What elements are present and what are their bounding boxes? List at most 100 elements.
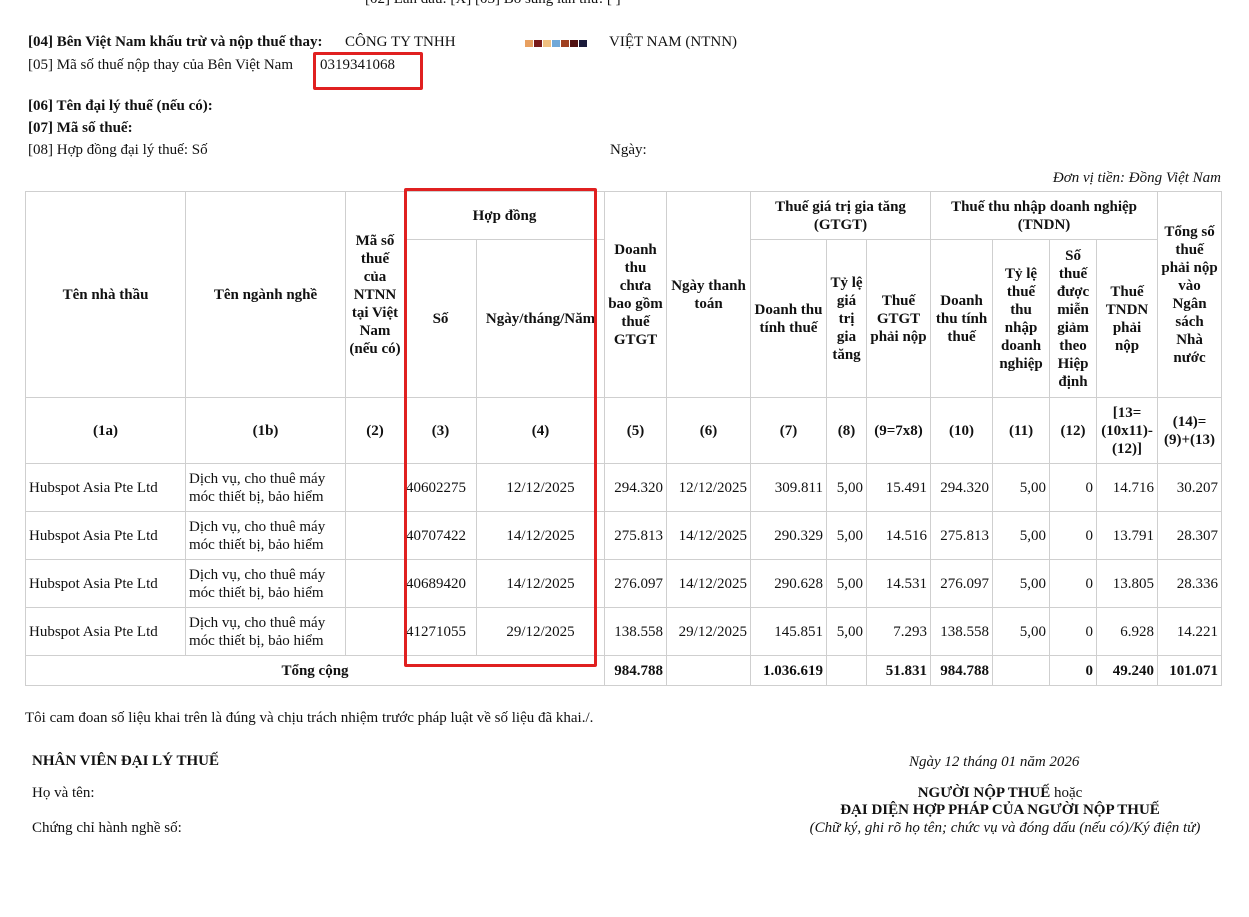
table-cell: 14.716 <box>1096 463 1159 512</box>
table-cell: 294.320 <box>604 463 667 512</box>
table-cell: 14/12/2025 <box>666 559 751 608</box>
header-cell: Ngày/tháng/Năm <box>476 239 605 398</box>
total-cell <box>666 655 751 686</box>
total-cell: 101.071 <box>1157 655 1223 686</box>
agent-title: NHÂN VIÊN ĐẠI LÝ THUẾ <box>32 753 219 769</box>
agent-field: Họ và tên: <box>32 785 95 801</box>
table-cell: 309.811 <box>750 463 827 512</box>
header-label: [06] Tên đại lý thuế (nếu có): <box>28 98 213 114</box>
table-cell: 5,00 <box>992 511 1051 560</box>
table-cell: Hubspot Asia Pte Ltd <box>25 511 186 560</box>
declaration: Tôi cam đoan số liệu khai trên là đúng v… <box>25 710 594 726</box>
table-cell: Hubspot Asia Pte Ltd <box>25 463 186 512</box>
table-cell: 138.558 <box>604 607 667 656</box>
table-cell: 12/12/2025 <box>666 463 751 512</box>
table-cell <box>345 607 405 656</box>
table-cell: 13.791 <box>1096 511 1159 560</box>
code-cell: (14)=(9)+(13) <box>1157 397 1223 464</box>
signer-rep: ĐẠI DIỆN HỢP PHÁP CỦA NGƯỜI NỘP THUẾ <box>840 802 1160 818</box>
total-cell <box>992 655 1051 686</box>
table-cell: 290.628 <box>750 559 827 608</box>
table-cell: 5,00 <box>826 559 867 608</box>
table-row: Hubspot Asia Pte Ltd Dịch vụ, cho thuê má… <box>25 463 1223 512</box>
code-cell: (1a) <box>25 397 186 464</box>
table-row: Hubspot Asia Pte Ltd Dịch vụ, cho thuê má… <box>25 607 1223 656</box>
header-label: Ngày: <box>610 142 647 158</box>
signer-title-bold: NGƯỜI NỘP THUẾ <box>917 785 1051 801</box>
table-cell: Dịch vụ, cho thuê máy móc thiết bị, bảo … <box>185 511 346 560</box>
total-label: Tổng cộng <box>25 655 605 686</box>
table-cell: 0 <box>1049 607 1098 656</box>
total-row: Tổng cộng 984.788 1.036.619 51.831 984.788 0 4… <box>25 655 1223 686</box>
table-row: Hubspot Asia Pte Ltd Dịch vụ, cho thuê má… <box>25 559 1223 608</box>
header-cell: Thuế thu nhập doanh nghiệp (TNDN) <box>930 191 1159 240</box>
table-cell: 5,00 <box>826 511 867 560</box>
table-cell: 294.320 <box>930 463 994 512</box>
total-cell <box>826 655 867 686</box>
table-cell: 290.329 <box>750 511 827 560</box>
total-cell: 51.831 <box>865 655 932 686</box>
table-cell: 5,00 <box>992 559 1051 608</box>
total-cell: 1.036.619 <box>750 655 827 686</box>
table-cell: 138.558 <box>930 607 994 656</box>
header-cell: Số thuế được miễn giảm theo Hiệp định <box>1049 239 1098 398</box>
tax-code: 0319341068 <box>320 57 395 73</box>
table-cell <box>345 559 405 608</box>
total-cell: 984.788 <box>604 655 667 686</box>
table-cell: 29/12/2025 <box>666 607 751 656</box>
highlight-box <box>404 188 597 667</box>
table-cell: 13.805 <box>1096 559 1159 608</box>
header-cell: Doanh thu tính thuế <box>750 239 827 398</box>
code-cell: (12) <box>1049 397 1098 464</box>
code-cell: (7) <box>750 397 827 464</box>
header-label: [05] Mã số thuế nộp thay của Bên Việt Na… <box>28 57 294 73</box>
table-cell: 12/12/2025 <box>476 463 605 512</box>
header-line: [02] Lần đầu: [X] [03] Bổ sung lần thứ: … <box>365 0 621 8</box>
sign-date: Ngày 12 tháng 01 năm 2026 <box>909 754 1080 770</box>
table-cell: 5,00 <box>826 463 867 512</box>
table-cell: Hubspot Asia Pte Ltd <box>25 559 186 608</box>
table-cell: 14/12/2025 <box>666 511 751 560</box>
tax-table: Tên nhà thầu Tên ngành nghề Mã số thuế c… <box>25 191 1223 686</box>
table-cell: 0 <box>1049 559 1098 608</box>
table-cell: 276.097 <box>604 559 667 608</box>
code-cell: (5) <box>604 397 667 464</box>
header-cell: Số <box>404 239 477 398</box>
header-cell: Tên nhà thầu <box>25 191 186 398</box>
header-cell: Doanh thu tính thuế <box>930 239 994 398</box>
table-cell: 14.516 <box>865 511 932 560</box>
header-label: [08] Hợp đồng đại lý thuế: Số <box>28 142 208 158</box>
table-cell: 30.207 <box>1157 463 1223 512</box>
code-cell: (10) <box>930 397 994 464</box>
table-cell: 275.813 <box>604 511 667 560</box>
header-label: [07] Mã số thuế: <box>28 120 133 136</box>
header-cell: Thuế GTGT phải nộp <box>865 239 932 398</box>
code-cell: (9=7x8) <box>865 397 932 464</box>
signer-title: NGƯỜI NỘP THUẾ hoặc <box>800 784 1200 802</box>
header-cell: Mã số thuế của NTNN tại Việt Nam (nếu có… <box>345 191 405 398</box>
table-cell: 6.928 <box>1096 607 1159 656</box>
table-cell: 28.307 <box>1157 511 1223 560</box>
table-cell: 15.491 <box>865 463 932 512</box>
header-value: CÔNG TY TNHH <box>345 34 456 50</box>
table-cell: Dịch vụ, cho thuê máy móc thiết bị, bảo … <box>185 463 346 512</box>
header-cell: Doanh thu chưa bao gồm thuế GTGT <box>604 191 667 398</box>
table-cell: 0 <box>1049 511 1098 560</box>
header-label: [04] Bên Việt Nam khấu trừ và nộp thuế t… <box>28 34 323 50</box>
table-cell: 14/12/2025 <box>476 559 605 608</box>
header-cell: Thuế TNDN phải nộp <box>1096 239 1159 398</box>
code-cell: (2) <box>345 397 405 464</box>
code-cell: [13=(10x11)-(12)] <box>1096 397 1159 464</box>
header-cell: Thuế giá trị gia tăng (GTGT) <box>749 191 932 240</box>
table-cell: 7.293 <box>865 607 932 656</box>
table-cell: Hubspot Asia Pte Ltd <box>25 607 186 656</box>
header-cell: Tổng số thuế phải nộp vào Ngân sách Nhà … <box>1157 191 1223 398</box>
table-cell: 14.531 <box>865 559 932 608</box>
table-cell: 145.851 <box>750 607 827 656</box>
total-cell: 49.240 <box>1096 655 1159 686</box>
table-cell: 28.336 <box>1157 559 1223 608</box>
code-cell: (11) <box>992 397 1051 464</box>
table-cell: Dịch vụ, cho thuê máy móc thiết bị, bảo … <box>185 607 346 656</box>
table-cell: 5,00 <box>992 463 1051 512</box>
